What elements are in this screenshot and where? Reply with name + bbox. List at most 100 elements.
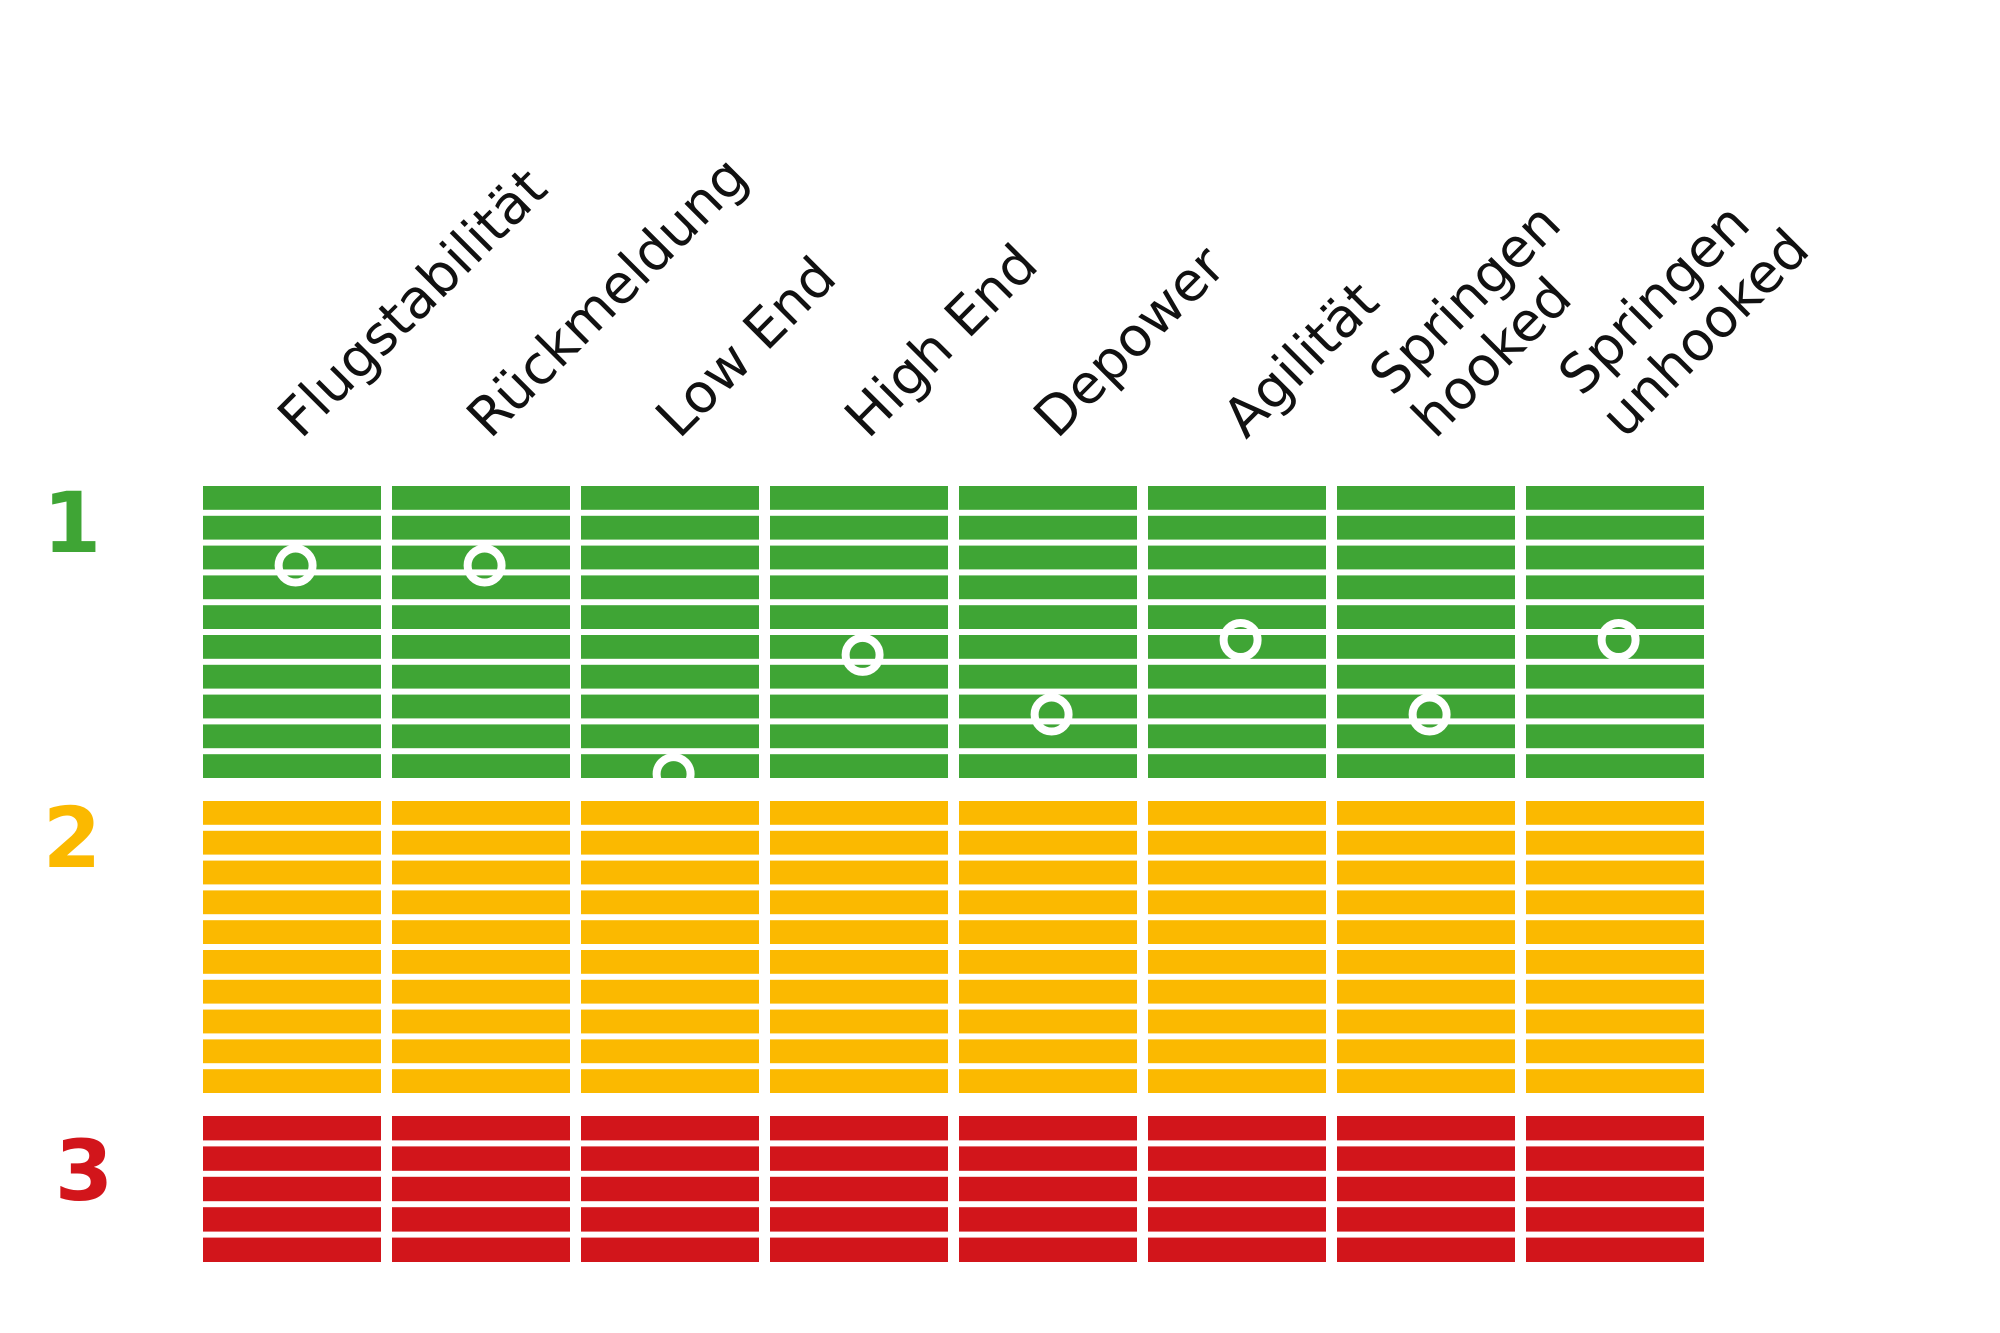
zone-2-bar <box>959 1069 1137 1093</box>
zone-2-bar <box>203 830 381 855</box>
zone-1-bar <box>1337 754 1515 778</box>
zone-1-bar <box>581 724 759 749</box>
zone-1-bar <box>203 635 381 659</box>
zone-1-bar <box>770 754 948 778</box>
zone-3-bar <box>392 1116 570 1141</box>
zone-2-bar <box>1526 1039 1704 1064</box>
zone-2-bar <box>1526 979 1704 1004</box>
zone-3-bar <box>959 1116 1137 1141</box>
zone-1-bar <box>959 724 1137 749</box>
zone-2-bar <box>959 830 1137 855</box>
zone-2-bar <box>392 920 570 944</box>
zone-1-bar <box>959 754 1137 778</box>
zone-2-bar <box>770 890 948 915</box>
zone-1-bar <box>392 486 570 510</box>
zone-1-bar <box>203 515 381 540</box>
zone-2-bar <box>581 860 759 885</box>
zone-1-bar <box>392 694 570 719</box>
zone-2-bar <box>959 860 1137 885</box>
zone-3-bar <box>770 1116 948 1141</box>
zone-3-bar <box>1526 1237 1704 1262</box>
zone-1-bar <box>392 635 570 659</box>
category-label-line: High End <box>833 232 1050 449</box>
zone-2-bar <box>1148 920 1326 944</box>
zone-1-bar <box>770 515 948 540</box>
zone-1-bar <box>581 635 759 659</box>
zone-2-bar <box>581 1069 759 1093</box>
zone-2-bar <box>203 801 381 825</box>
zone-1-bar <box>392 545 570 570</box>
zone-1-bar <box>959 515 1137 540</box>
zone-3-bar <box>1148 1176 1326 1202</box>
zone-2-bar <box>1526 830 1704 855</box>
zone-1-bar <box>1526 575 1704 600</box>
zone-1-bar <box>959 664 1137 689</box>
zone-3-bar <box>392 1146 570 1171</box>
zone-1-bar <box>1526 515 1704 540</box>
zone-1-bar <box>581 486 759 510</box>
zone-2-bar <box>1148 950 1326 974</box>
zone-2-bar <box>959 890 1137 915</box>
zone-2-bar <box>581 1009 759 1034</box>
zone-2-bar <box>581 920 759 944</box>
zone-1-bar <box>1148 724 1326 749</box>
category-label-line: Low End <box>644 245 848 449</box>
rating-marker <box>1597 619 1640 661</box>
zone-1-bar <box>959 575 1137 600</box>
zone-1-bar <box>392 664 570 689</box>
zone-1-bar <box>581 754 759 778</box>
zone-2-bar <box>1148 1069 1326 1093</box>
zone-2-bar <box>770 950 948 974</box>
zone-2-bar <box>1337 1069 1515 1093</box>
zone-2-bar <box>959 979 1137 1004</box>
zone-1-bar <box>1526 724 1704 749</box>
zone-2-bar <box>770 1039 948 1064</box>
zone-2-bar <box>1148 979 1326 1004</box>
zone-1-bar <box>770 694 948 719</box>
zone-3-bar <box>203 1237 381 1262</box>
zone-1-bar <box>1148 664 1326 689</box>
zone-2-bar <box>1337 1009 1515 1034</box>
zone-1-bar <box>1526 694 1704 719</box>
rating-bars <box>203 486 1704 1262</box>
zone-2-bar <box>203 860 381 885</box>
zone-1-bar <box>1148 575 1326 600</box>
zone-1-bar <box>1148 754 1326 778</box>
zone-1-bar <box>1337 694 1515 719</box>
zone-3-bar <box>581 1237 759 1262</box>
zone-2-bar <box>770 979 948 1004</box>
zone-2-bar <box>392 1039 570 1064</box>
zone-2-bar <box>1526 801 1704 825</box>
zone-2-bar <box>581 890 759 915</box>
zone-3-bar <box>1337 1176 1515 1202</box>
zone-1-bar <box>203 575 381 600</box>
zone-1-bar <box>770 605 948 629</box>
zone-2-bar <box>1526 950 1704 974</box>
zone-1-bar <box>770 724 948 749</box>
zone-2-bar <box>959 920 1137 944</box>
zone-2-bar <box>1526 920 1704 944</box>
zone-2-bar <box>203 979 381 1004</box>
zone-3-bar <box>1337 1116 1515 1141</box>
zone-2-bar <box>1337 860 1515 885</box>
zone-1-bar <box>1526 754 1704 778</box>
zone-2-bar <box>1337 920 1515 944</box>
zone-2-bar <box>1148 860 1326 885</box>
zone-1-bar <box>392 605 570 629</box>
zone-1-bar <box>581 575 759 600</box>
zone-2-bar <box>1337 830 1515 855</box>
zone-1-bar <box>770 545 948 570</box>
zone-2-bar <box>392 950 570 974</box>
zone-3-bar <box>392 1237 570 1262</box>
zone-1-bar <box>770 635 948 659</box>
zone-2-bar <box>770 1069 948 1093</box>
zone-2-bar <box>1337 890 1515 915</box>
zone-1-bar <box>581 545 759 570</box>
zone-1-bar <box>959 486 1137 510</box>
rating-marker <box>463 544 506 587</box>
zone-2-bar <box>770 1009 948 1034</box>
zone-2-bar <box>959 1009 1137 1034</box>
zone-2-bar <box>1337 1039 1515 1064</box>
